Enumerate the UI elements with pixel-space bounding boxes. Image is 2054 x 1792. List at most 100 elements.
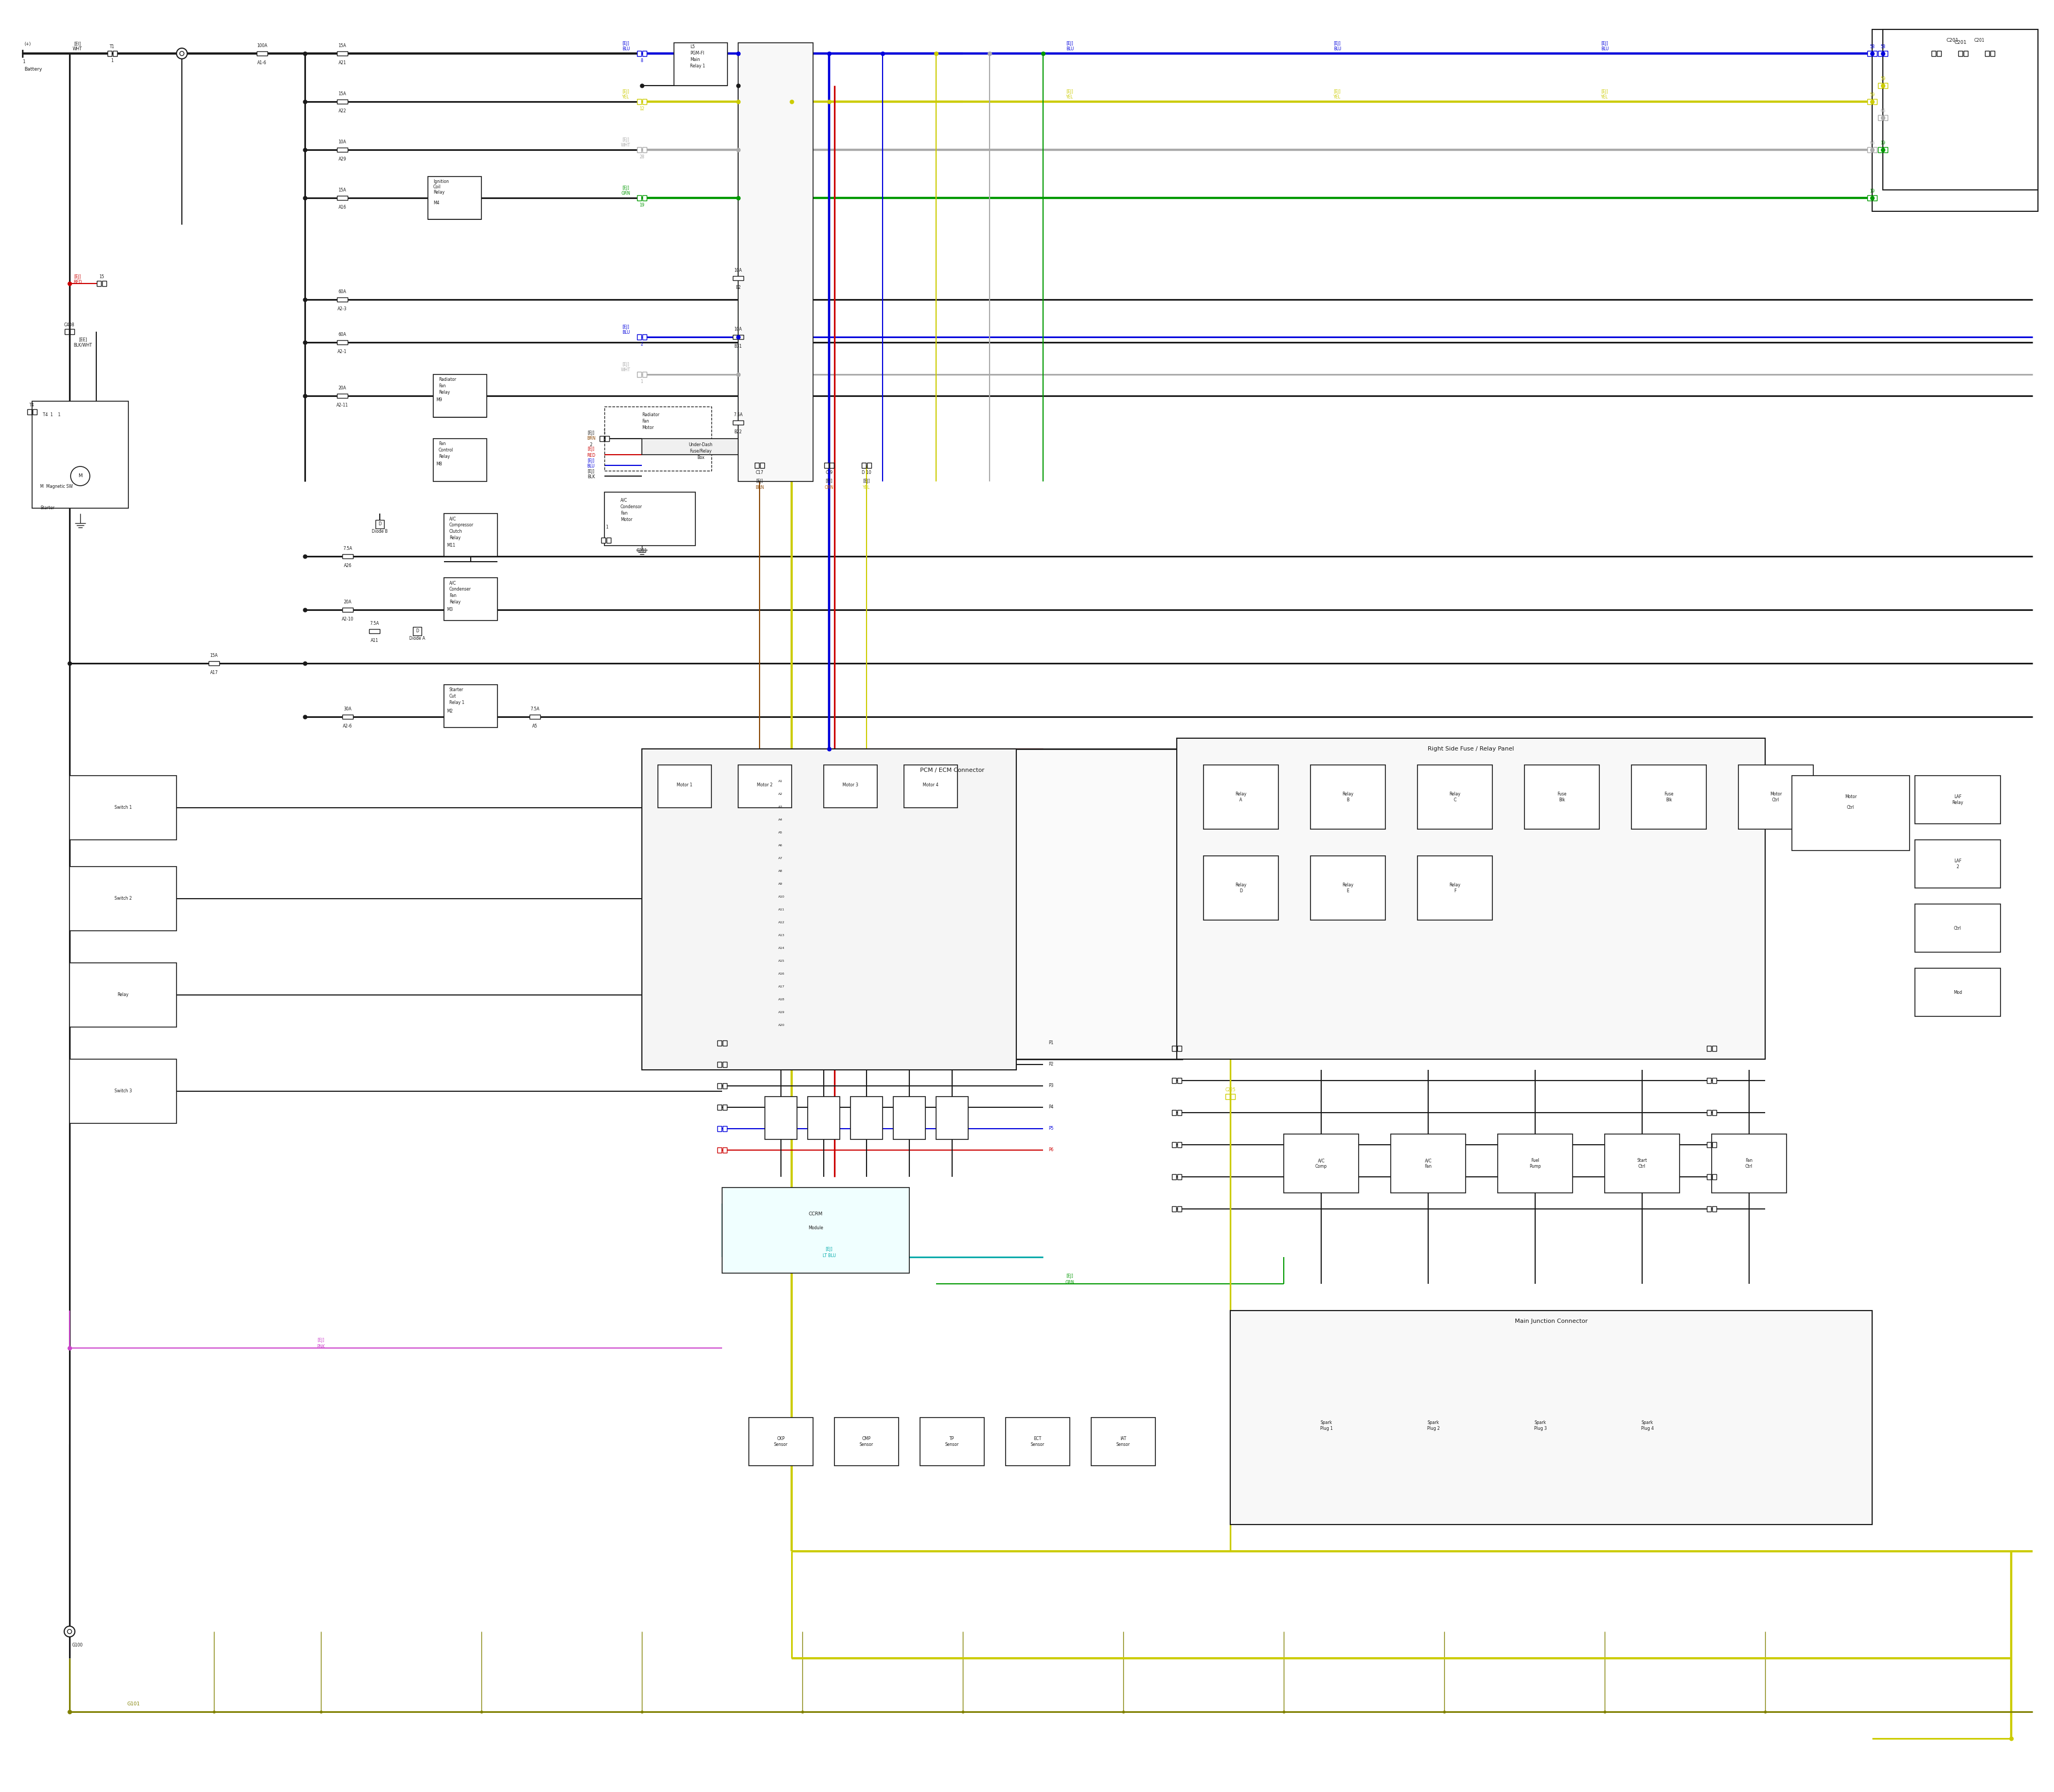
Text: Main: Main [690, 57, 700, 63]
Bar [1713, 1174, 1717, 1179]
Text: M9: M9 [435, 398, 442, 403]
Text: Box: Box [696, 455, 705, 461]
Text: BLK: BLK [587, 475, 596, 480]
Text: Relay: Relay [450, 600, 460, 604]
Text: [EJ]: [EJ] [826, 478, 832, 484]
Bar [103, 281, 107, 287]
Bar [1204, 765, 1278, 830]
Text: 10A: 10A [733, 269, 741, 272]
Text: BLK/WHT: BLK/WHT [74, 342, 92, 348]
Text: [EJ]: [EJ] [587, 446, 594, 452]
Bar [637, 335, 641, 340]
Text: Fan: Fan [641, 419, 649, 423]
Text: A2-1: A2-1 [337, 349, 347, 355]
Text: Right Side Fuse / Relay Panel: Right Side Fuse / Relay Panel [1428, 745, 1514, 751]
Text: Cut: Cut [450, 694, 456, 699]
Bar [1604, 1391, 1690, 1460]
Text: D: D [378, 521, 382, 527]
Bar [723, 1147, 727, 1152]
Text: CKP
Sensor: CKP Sensor [774, 1437, 789, 1446]
Bar [1931, 50, 1935, 56]
Text: A2-3: A2-3 [337, 306, 347, 312]
Bar [641, 439, 760, 455]
Bar [33, 401, 127, 509]
Bar [723, 1063, 727, 1068]
Bar [27, 409, 31, 414]
Text: A14: A14 [778, 946, 785, 950]
Bar [1964, 50, 1968, 56]
Text: CCRM: CCRM [809, 1211, 824, 1217]
Text: Motor: Motor [620, 518, 633, 521]
Bar [337, 147, 347, 152]
Text: [EJ]: [EJ] [587, 430, 594, 435]
Bar [107, 50, 111, 56]
Bar [723, 1082, 727, 1088]
Bar [433, 375, 487, 418]
Bar [1884, 50, 1888, 56]
Text: 19: 19 [1869, 188, 1875, 194]
Bar [337, 297, 347, 301]
Text: Switch 2: Switch 2 [115, 896, 131, 901]
Bar [337, 195, 347, 201]
Bar [70, 330, 74, 335]
Bar [113, 50, 117, 56]
Text: A/C: A/C [450, 516, 456, 521]
Bar [1177, 738, 1764, 1059]
Bar [1173, 1047, 1177, 1052]
Bar [1177, 1077, 1181, 1082]
Bar [1884, 115, 1888, 120]
Text: Relay
F: Relay F [1450, 883, 1460, 892]
Text: 59: 59 [1879, 77, 1886, 81]
Text: 60A: 60A [339, 290, 347, 294]
Text: A5: A5 [532, 724, 538, 729]
Text: [EJ]: [EJ] [1333, 90, 1341, 95]
Text: Coil: Coil [433, 185, 442, 190]
Text: A26: A26 [343, 563, 351, 568]
Text: C201: C201 [1974, 38, 1984, 43]
Text: 10A: 10A [339, 140, 347, 145]
Text: A16: A16 [778, 973, 785, 975]
Text: Under-Dash: Under-Dash [688, 443, 713, 448]
Bar [1867, 99, 1871, 104]
Text: WHT: WHT [620, 367, 631, 373]
Bar [343, 607, 353, 611]
Bar [606, 435, 610, 441]
Text: P4: P4 [1048, 1106, 1054, 1109]
Text: M: M [78, 473, 82, 478]
Text: D 10: D 10 [863, 470, 871, 475]
Text: A9: A9 [778, 882, 783, 885]
Bar [733, 421, 744, 425]
Bar [1497, 1391, 1584, 1460]
Bar [343, 554, 353, 559]
Text: PCM / ECM Connector: PCM / ECM Connector [920, 767, 984, 772]
Text: Relay: Relay [117, 993, 129, 998]
Text: A4: A4 [778, 819, 783, 821]
Bar [1884, 29, 2038, 190]
Text: Switch 1: Switch 1 [115, 805, 131, 810]
Bar [1713, 1109, 1717, 1115]
Bar [674, 43, 727, 86]
Bar [1867, 195, 1871, 201]
Bar [637, 147, 641, 152]
Text: 66: 66 [1869, 140, 1875, 145]
Text: A2: A2 [778, 792, 783, 796]
Text: Ignition: Ignition [433, 179, 450, 185]
Bar [920, 1417, 984, 1466]
Text: [EJ]: [EJ] [1066, 1274, 1074, 1278]
Text: YEL: YEL [1600, 95, 1608, 100]
Bar [1204, 857, 1278, 919]
Bar [807, 1097, 840, 1140]
Text: BRN: BRN [587, 435, 596, 441]
Text: Spark
Plug 4: Spark Plug 4 [1641, 1421, 1653, 1430]
Bar [723, 749, 1183, 1059]
Text: A10: A10 [778, 896, 785, 898]
Text: Relay
C: Relay C [1450, 792, 1460, 803]
Text: [EJ]: [EJ] [826, 1247, 832, 1251]
Bar [717, 1147, 721, 1152]
Bar [737, 765, 791, 808]
Text: Motor 2: Motor 2 [758, 783, 772, 788]
Bar [1284, 1134, 1358, 1193]
Bar [1738, 765, 1814, 830]
Text: A17: A17 [778, 986, 785, 987]
Text: Control: Control [440, 448, 454, 453]
